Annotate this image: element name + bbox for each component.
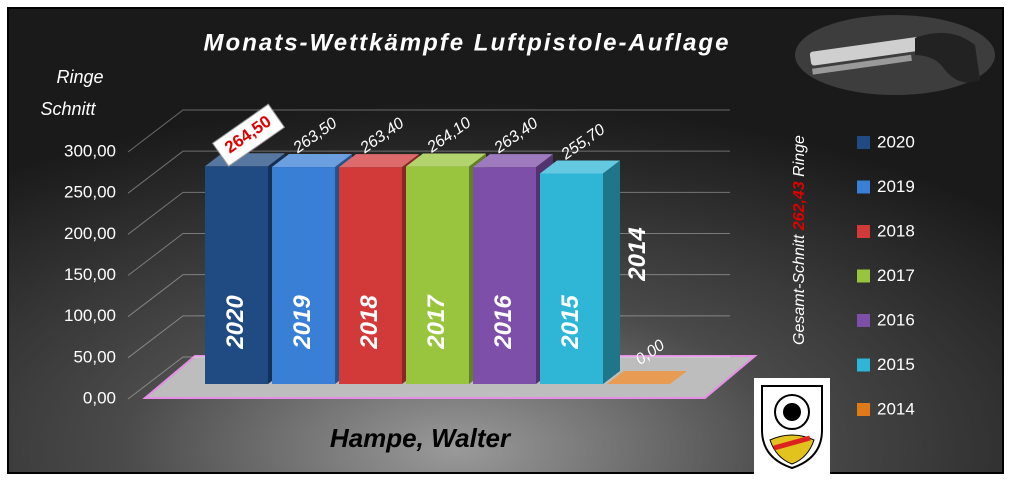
bar-category-label: 2017 xyxy=(423,294,450,350)
grid-line xyxy=(127,109,730,153)
y-tick-label: 200,00 xyxy=(64,224,116,243)
y-axis-label: Schnitt xyxy=(40,99,96,119)
annotation-text: Gesamt-Schnitt xyxy=(791,234,808,345)
bar-top xyxy=(272,154,352,168)
chart-title: Monats-Wettkämpfe Luftpistole-Auflage xyxy=(204,29,731,56)
legend-label: 2017 xyxy=(877,266,915,285)
legend-swatch xyxy=(857,136,870,149)
bar-category-label: 2019 xyxy=(289,295,316,350)
bar xyxy=(540,173,603,384)
bar xyxy=(339,167,402,384)
subtitle: Hampe, Walter xyxy=(330,423,512,453)
club-logo xyxy=(754,378,830,474)
bar-category-label: 2016 xyxy=(490,295,517,350)
bar-top xyxy=(406,153,486,167)
bar xyxy=(406,166,469,384)
y-tick-label: 0,00 xyxy=(83,388,116,407)
legend-swatch xyxy=(857,403,870,416)
bar-top xyxy=(473,154,553,168)
grid-line xyxy=(127,150,730,194)
legend-swatch xyxy=(857,269,870,283)
bar-side xyxy=(603,160,620,384)
legend-label: 2018 xyxy=(877,221,915,240)
legend-label: 2014 xyxy=(877,399,915,418)
bar-top xyxy=(339,154,419,168)
legend-label: 2019 xyxy=(877,177,915,196)
legend-swatch xyxy=(857,225,870,238)
bar-category-label: 2015 xyxy=(557,295,584,350)
annotation-text: Ringe xyxy=(791,135,808,177)
value-label-box xyxy=(211,103,286,167)
legend-swatch xyxy=(857,180,870,194)
y-tick-label: 300,00 xyxy=(64,141,116,160)
y-tick-label: 250,00 xyxy=(64,183,116,202)
bar xyxy=(205,166,268,384)
bar xyxy=(272,167,335,384)
y-axis-label: Ringe xyxy=(56,67,103,87)
legend-swatch xyxy=(857,314,870,327)
bar-top xyxy=(607,371,687,384)
y-tick-label: 50,00 xyxy=(73,347,116,366)
annotation-highlight: 262,43 xyxy=(791,181,808,231)
y-tick-label: 150,00 xyxy=(64,265,116,284)
y-tick-label: 100,00 xyxy=(64,306,116,325)
bar-category-label: 2014 xyxy=(624,227,651,281)
bar-category-label: 2020 xyxy=(222,295,249,350)
bar-category-label: 2018 xyxy=(356,295,383,350)
legend-swatch xyxy=(857,358,870,372)
legend-label: 2020 xyxy=(877,132,915,151)
legend-label: 2016 xyxy=(877,310,915,329)
pistol-image xyxy=(795,15,995,95)
legend-label: 2015 xyxy=(877,355,915,374)
bar xyxy=(473,167,536,384)
bar-top xyxy=(540,160,620,174)
annotation: Gesamt-Schnitt 262,43 Ringe xyxy=(791,135,808,345)
